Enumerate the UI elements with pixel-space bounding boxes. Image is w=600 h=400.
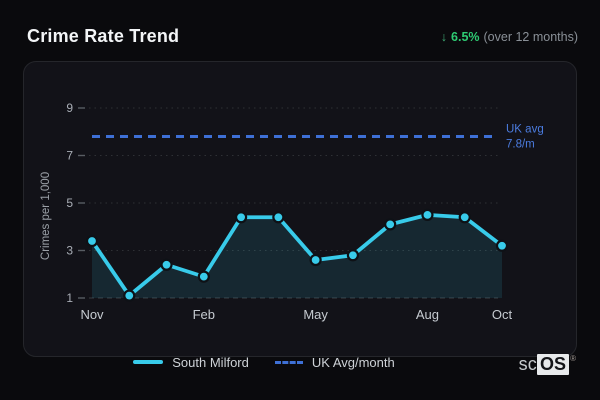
y-tick-label: 7 [66,149,73,163]
registered-trademark-icon: ® [570,354,576,363]
logo-badge: OS ® [536,354,576,375]
y-axis-title: Crimes per 1,000 [40,172,52,260]
trend-caption: (over 12 months) [483,30,578,44]
y-tick-label: 3 [66,244,73,258]
trend-indicator: ↓ 6.5% (over 12 months) [441,30,578,44]
legend-item-south-milford[interactable]: South Milford [133,355,249,370]
data-point [384,218,397,231]
data-point [234,211,248,224]
solid-line-swatch-icon [133,360,164,364]
data-point [309,253,322,267]
uk-avg-annotation: 7.8/m [506,139,535,151]
data-point [458,211,471,224]
data-point [272,211,285,224]
data-point [197,270,210,283]
page-title: Crime Rate Trend [27,26,180,46]
scos-logo: sc OS ® [518,354,576,375]
trend-value: 6.5% [451,30,480,44]
legend-item-uk-avg[interactable]: UK Avg/month [274,354,395,370]
x-tick-label: Aug [416,307,439,322]
chart-card: 1 3 5 7 9 UK avg 7.8/m Nov Feb May Aug Oct Crimes pe… [23,61,577,357]
y-tick-label: 9 [66,101,73,115]
x-tick-label: May [303,307,328,322]
y-tick-label: 5 [66,196,73,210]
chart-legend: South Milford UK Avg/month [0,352,564,372]
dashed-line-swatch-icon [274,360,303,364]
south-milford-points [85,208,509,302]
logo-prefix: sc [518,354,537,374]
legend-label: UK Avg/month [311,354,395,370]
data-point [85,234,99,248]
data-point [346,249,360,262]
data-point [495,239,509,252]
south-milford-line [90,212,504,298]
data-point [421,208,434,221]
crime-trend-chart: 1 3 5 7 9 UK avg 7.8/m Nov Feb May Aug Oct Crimes pe… [40,101,544,322]
legend-label: South Milford [172,354,249,370]
y-gridlines: 1 3 5 7 9 [66,101,498,305]
south-milford-area [92,214,502,298]
trend-down-arrow-icon: ↓ [440,30,448,44]
x-tick-label: Nov [80,307,104,322]
x-tick-label: Oct [492,307,513,322]
data-point [123,289,136,302]
uk-avg-annotation: UK avg [506,124,544,136]
y-tick-label: 1 [66,291,73,305]
data-point [160,258,173,271]
x-tick-label: Feb [193,307,215,322]
